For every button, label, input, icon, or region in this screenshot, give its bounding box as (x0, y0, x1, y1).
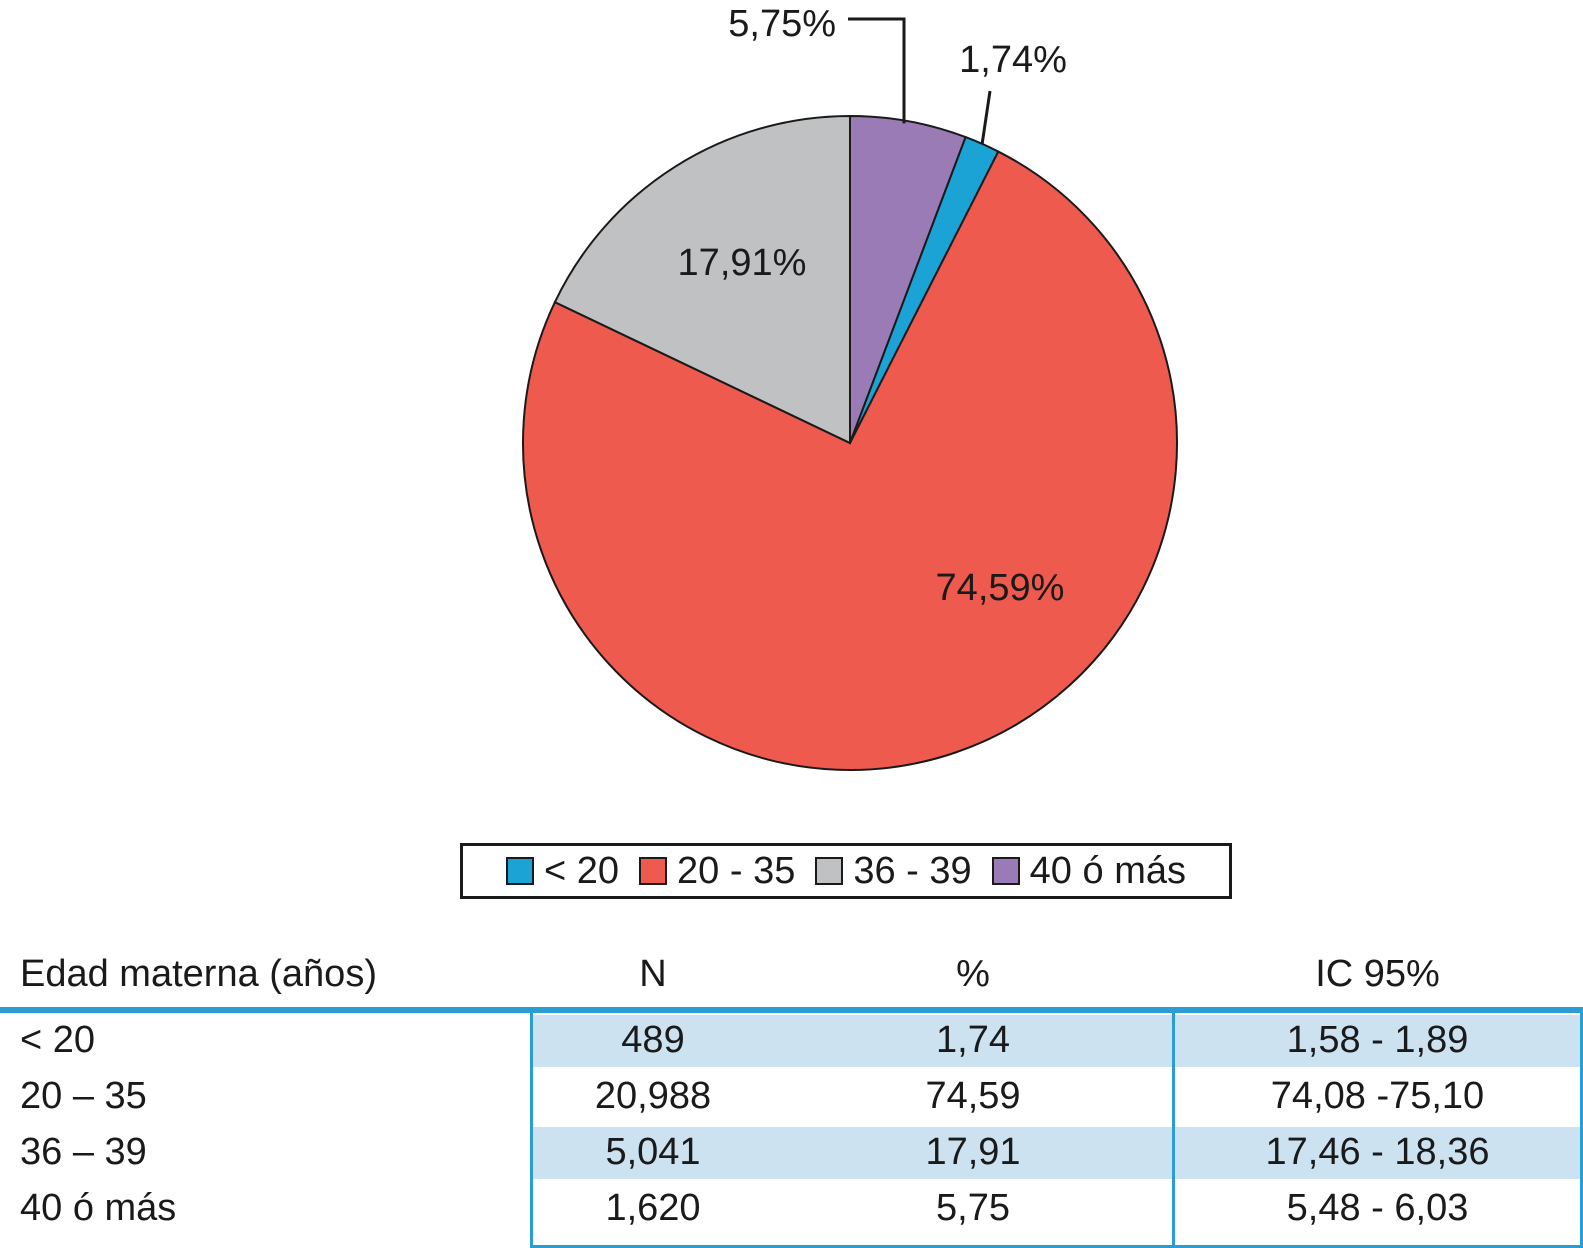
leader-line-3 (848, 17, 906, 124)
header-pct: % (956, 953, 990, 995)
pie-value-label-2: 17,91% (678, 242, 807, 284)
legend-label-36-39: 36 - 39 (853, 849, 972, 892)
data-table: Edad materna (años) N % IC 95% < 20 489 … (0, 945, 1583, 1248)
cell-age: < 20 (20, 1019, 96, 1061)
cell-n: 489 (621, 1019, 685, 1061)
header-rule (0, 1007, 1583, 1013)
pie-slices (522, 114, 1178, 771)
pie-slice-1 (522, 150, 1178, 771)
cell-n: 5,041 (605, 1131, 701, 1173)
row-band (533, 1127, 1580, 1179)
table-row: < 20 489 1,74 1,58 - 1,89 (0, 1013, 1583, 1069)
pie-chart: 17,91% 74,59% 5,75% 1,74% (522, 3, 1178, 771)
legend-item-lt20: < 20 (506, 850, 619, 893)
legend-swatch-20-35 (639, 857, 668, 885)
row-band (533, 1015, 1580, 1067)
table-column-divider (1172, 1013, 1175, 1248)
chart-legend: < 20 20 - 35 36 - 39 40 ó más (460, 843, 1232, 899)
pie-value-labels: 17,91% 74,59% 5,75% 1,74% (678, 3, 1067, 609)
table-header: Edad materna (años) N % IC 95% (0, 945, 1583, 1007)
header-age: Edad materna (años) (20, 953, 377, 995)
table-body-frame (530, 1013, 1583, 1248)
cell-age: 36 – 39 (20, 1131, 147, 1173)
legend-item-36-39: 36 - 39 (815, 849, 972, 893)
cell-age: 20 – 35 (20, 1075, 147, 1117)
legend-swatch-lt20 (506, 857, 535, 885)
cell-n: 20,988 (594, 1075, 712, 1117)
legend-label-lt20: < 20 (544, 849, 620, 892)
legend-swatch-36-39 (815, 857, 844, 885)
legend-label-20-35: 20 - 35 (677, 849, 796, 892)
cell-pct: 5,75 (936, 1187, 1010, 1229)
cell-ci: 1,58 - 1,89 (1286, 1019, 1469, 1061)
legend-item-20-35: 20 - 35 (639, 850, 795, 893)
cell-age: 40 ó más (20, 1187, 177, 1229)
header-ci: IC 95% (1315, 953, 1440, 995)
table-row: 20 – 35 20,988 74,59 74,08 -75,10 (0, 1069, 1583, 1125)
cell-ci: 74,08 -75,10 (1270, 1075, 1485, 1117)
cell-pct: 17,91 (925, 1131, 1021, 1173)
cell-pct: 74,59 (925, 1075, 1021, 1117)
pie-value-label-1: 74,59% (936, 567, 1065, 609)
legend-item-40plus: 40 ó más (991, 849, 1186, 893)
table-row: 40 ó más 1,620 5,75 5,48 - 6,03 (0, 1181, 1583, 1237)
legend-swatch-40plus (991, 857, 1020, 885)
leader-line-0 (980, 90, 992, 145)
cell-ci: 17,46 - 18,36 (1265, 1131, 1490, 1173)
cell-n: 1,620 (605, 1187, 701, 1229)
header-n: N (639, 953, 667, 995)
legend-label-40plus: 40 ó más (1029, 849, 1186, 892)
pie-leader-lines (848, 17, 992, 145)
pie-value-label-0: 1,74% (959, 39, 1067, 81)
cell-pct: 1,74 (936, 1019, 1010, 1061)
pie-slice-2 (553, 114, 851, 445)
pie-value-label-3: 5,75% (728, 3, 836, 45)
table-row: 36 – 39 5,041 17,91 17,46 - 18,36 (0, 1125, 1583, 1181)
cell-ci: 5,48 - 6,03 (1286, 1187, 1469, 1229)
